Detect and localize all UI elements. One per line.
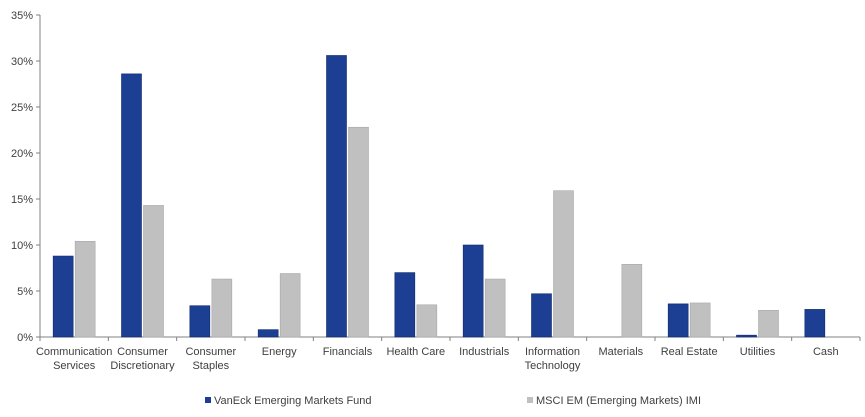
y-tick-label: 15% xyxy=(11,194,33,206)
bar-index xyxy=(758,310,779,338)
bar-fund xyxy=(462,244,484,338)
y-tick-label: 30% xyxy=(11,56,33,68)
x-tick-label: Materials xyxy=(599,346,644,358)
x-tick-label: Services xyxy=(53,360,96,372)
bar-fund xyxy=(257,329,279,338)
x-tick-label: Consumer xyxy=(117,346,168,358)
y-tick-label: 35% xyxy=(11,10,33,22)
bar-index xyxy=(211,278,233,338)
bar-index xyxy=(621,264,643,338)
bar-fund xyxy=(531,293,552,338)
bar-index xyxy=(143,205,164,338)
bar-fund xyxy=(189,305,211,338)
bar-fund xyxy=(667,303,689,338)
bar-fund xyxy=(736,334,757,338)
x-tick-label: Industrials xyxy=(459,346,510,358)
bar-fund xyxy=(804,309,826,338)
y-tick-label: 0% xyxy=(17,332,33,344)
x-tick-label: Real Estate xyxy=(661,346,718,358)
bar-index xyxy=(416,304,438,338)
x-tick-label: Communication xyxy=(36,346,112,358)
bar-fund xyxy=(52,255,74,338)
y-tick-label: 10% xyxy=(11,240,33,252)
bar-index xyxy=(279,273,301,338)
bar-index xyxy=(689,302,711,338)
legend-swatch xyxy=(205,397,211,403)
bar-index xyxy=(348,126,369,338)
x-tick-label: Health Care xyxy=(386,346,445,358)
y-tick-label: 25% xyxy=(11,102,33,114)
bar-fund xyxy=(121,73,142,338)
legend-swatch xyxy=(527,397,533,403)
legend-label: MSCI EM (Emerging Markets) IMI xyxy=(536,395,701,407)
x-tick-label: Financials xyxy=(323,346,373,358)
x-tick-label: Utilities xyxy=(740,346,776,358)
bar-index xyxy=(484,278,506,338)
bar-index xyxy=(553,190,574,338)
y-tick-label: 5% xyxy=(17,286,33,298)
x-tick-label: Technology xyxy=(525,360,581,372)
bar-fund xyxy=(394,272,416,338)
x-tick-label: Consumer xyxy=(185,346,236,358)
bar-index xyxy=(74,241,96,338)
x-tick-label: Staples xyxy=(192,360,229,372)
legend-label: VanEck Emerging Markets Fund xyxy=(214,395,372,407)
x-tick-label: Energy xyxy=(262,346,297,358)
x-tick-label: Cash xyxy=(813,346,839,358)
x-tick-label: Information xyxy=(525,346,580,358)
bar-fund xyxy=(326,55,347,338)
y-tick-label: 20% xyxy=(11,148,33,160)
x-tick-label: Discretionary xyxy=(110,360,175,372)
